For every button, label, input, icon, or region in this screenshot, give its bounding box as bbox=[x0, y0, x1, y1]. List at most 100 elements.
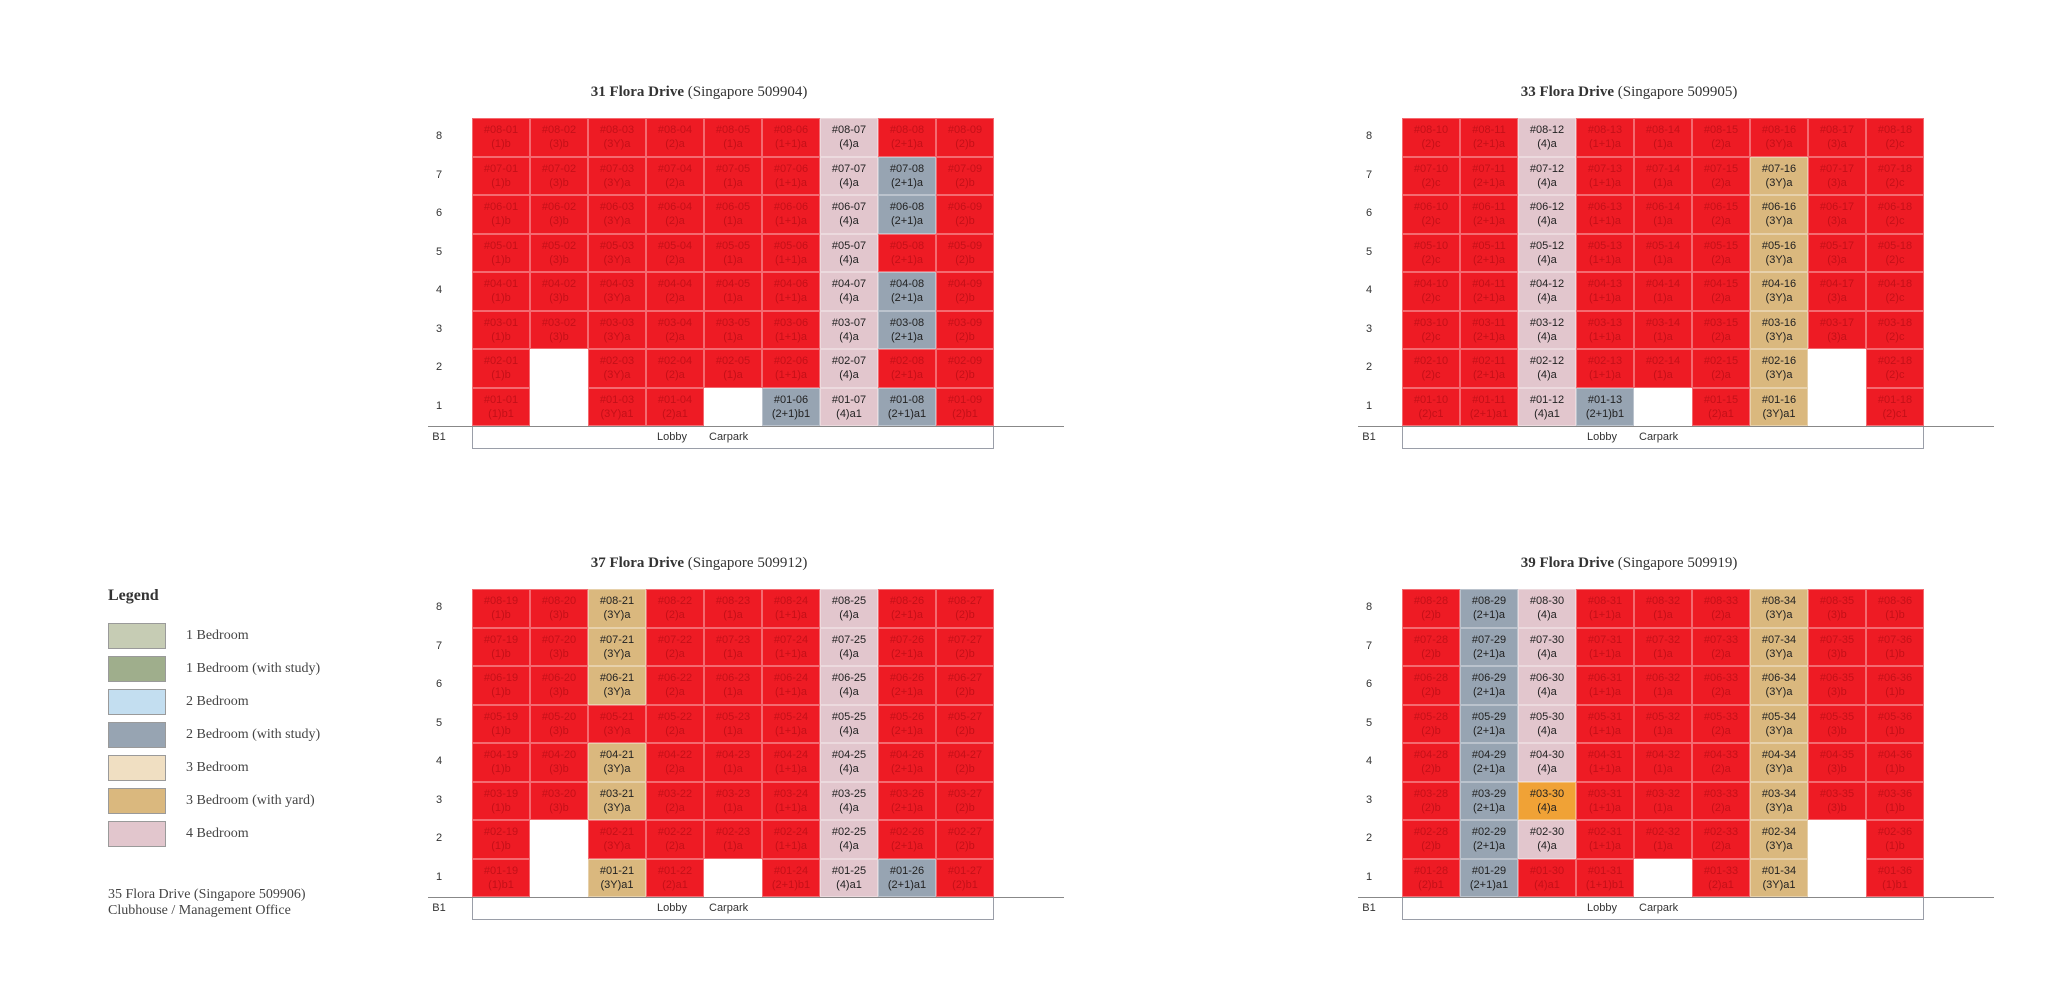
unit-available[interactable]: #05-16 (3Y)a bbox=[1750, 233, 1808, 272]
unit-available[interactable]: #01-25 (4)a1 bbox=[820, 858, 878, 897]
unit-available[interactable]: #05-07 (4)a bbox=[820, 233, 878, 272]
unit-available[interactable]: #08-29 (2+1)a bbox=[1460, 589, 1518, 628]
unit-sold: #08-11 (2+1)a bbox=[1460, 118, 1518, 157]
unit-available[interactable]: #04-25 (4)a bbox=[820, 743, 878, 782]
unit-available[interactable]: #04-08 (2+1)a bbox=[878, 272, 936, 311]
unit-available[interactable]: #02-25 (4)a bbox=[820, 820, 878, 859]
unit-available[interactable]: #02-12 (4)a bbox=[1518, 349, 1576, 388]
unit-available[interactable]: #06-34 (3Y)a bbox=[1750, 666, 1808, 705]
unit-available[interactable]: #03-21 (3Y)a bbox=[588, 781, 646, 820]
unit-available[interactable]: #06-16 (3Y)a bbox=[1750, 195, 1808, 234]
unit-number: #02-13 bbox=[1587, 355, 1623, 368]
unit-available[interactable]: #01-16 (3Y)a1 bbox=[1750, 387, 1808, 426]
unit-available[interactable]: #02-34 (3Y)a bbox=[1750, 820, 1808, 859]
unit-available[interactable]: #08-25 (4)a bbox=[820, 589, 878, 628]
unit-available[interactable]: #07-30 (4)a bbox=[1518, 627, 1576, 666]
unit-available[interactable]: #02-30 (4)a bbox=[1518, 820, 1576, 859]
unit-available[interactable]: #06-07 (4)a bbox=[820, 195, 878, 234]
unit-number: #07-23 bbox=[715, 633, 751, 646]
unit-available[interactable]: #03-12 (4)a bbox=[1518, 310, 1576, 349]
unit-available[interactable]: #05-25 (4)a bbox=[820, 704, 878, 743]
unit-sold: #03-13 (1+1)a bbox=[1576, 310, 1634, 349]
unit-available[interactable]: #08-07 (4)a bbox=[820, 118, 878, 157]
unit-type: (1)b bbox=[491, 686, 511, 699]
unit-type: (2)b bbox=[955, 176, 975, 189]
unit-sold: #02-31 (1+1)a bbox=[1576, 820, 1634, 859]
unit-type: (2)a bbox=[665, 724, 685, 737]
unit-available[interactable]: #01-06 (2+1)b1 bbox=[762, 387, 820, 426]
unit-available[interactable]: #04-16 (3Y)a bbox=[1750, 272, 1808, 311]
unit-type: (2+1)a bbox=[1472, 840, 1506, 853]
lobby-label: Lobby bbox=[657, 902, 687, 914]
unit-available[interactable]: #07-25 (4)a bbox=[820, 627, 878, 666]
unit-available[interactable]: #01-08 (2+1)a1 bbox=[878, 387, 936, 426]
unit-number: #05-30 bbox=[1529, 710, 1565, 723]
unit-available[interactable]: #07-12 (4)a bbox=[1518, 156, 1576, 195]
unit-available[interactable]: #06-30 (4)a bbox=[1518, 666, 1576, 705]
unit-type: (2+1)a1 bbox=[887, 878, 927, 891]
unit-available[interactable]: #01-29 (2+1)a1 bbox=[1460, 858, 1518, 897]
unit-available[interactable]: #05-12 (4)a bbox=[1518, 233, 1576, 272]
unit-available[interactable]: #02-16 (3Y)a bbox=[1750, 349, 1808, 388]
unit-available[interactable]: #03-16 (3Y)a bbox=[1750, 310, 1808, 349]
unit-available[interactable]: #04-29 (2+1)a bbox=[1460, 743, 1518, 782]
unit-type: (2)c bbox=[1885, 369, 1905, 382]
ground-line bbox=[1358, 897, 1994, 898]
unit-available[interactable]: #03-25 (4)a bbox=[820, 781, 878, 820]
unit-number: #04-07 bbox=[831, 278, 867, 291]
unit-available[interactable]: #06-08 (2+1)a bbox=[878, 195, 936, 234]
unit-sold: #01-19 (1)b1 bbox=[472, 858, 530, 897]
unit-number: #01-11 bbox=[1472, 393, 1506, 406]
unit-number: #05-32 bbox=[1645, 710, 1681, 723]
unit-type: (3Y)a bbox=[1765, 215, 1793, 228]
unit-available[interactable]: #06-12 (4)a bbox=[1518, 195, 1576, 234]
unit-available[interactable]: #07-29 (2+1)a bbox=[1460, 627, 1518, 666]
unit-available[interactable]: #03-34 (3Y)a bbox=[1750, 781, 1808, 820]
unit-available[interactable]: #07-07 (4)a bbox=[820, 156, 878, 195]
unit-available[interactable]: #01-34 (3Y)a1 bbox=[1750, 858, 1808, 897]
unit-available[interactable]: #08-12 (4)a bbox=[1518, 118, 1576, 157]
unit-available[interactable]: #04-34 (3Y)a bbox=[1750, 743, 1808, 782]
unit-type: (4)a1 bbox=[836, 878, 862, 891]
unit-available[interactable]: #07-16 (3Y)a bbox=[1750, 156, 1808, 195]
unit-available[interactable]: #05-29 (2+1)a bbox=[1460, 704, 1518, 743]
unit-available[interactable]: #03-29 (2+1)a bbox=[1460, 781, 1518, 820]
unit-available[interactable]: #01-21 (3Y)a1 bbox=[588, 858, 646, 897]
unit-type: (1)b bbox=[491, 369, 511, 382]
unit-available[interactable]: #04-21 (3Y)a bbox=[588, 743, 646, 782]
unit-available[interactable]: #01-12 (4)a1 bbox=[1518, 387, 1576, 426]
unit-available[interactable]: #05-30 (4)a bbox=[1518, 704, 1576, 743]
block-title: 39 Flora Drive (Singapore 509919) bbox=[1344, 555, 1914, 572]
unit-available[interactable]: #01-26 (2+1)a1 bbox=[878, 858, 936, 897]
unit-available[interactable]: #06-25 (4)a bbox=[820, 666, 878, 705]
unit-type: (1)a bbox=[723, 840, 743, 853]
unit-sold: #08-31 (1+1)a bbox=[1576, 589, 1634, 628]
unit-available[interactable]: #03-07 (4)a bbox=[820, 310, 878, 349]
unit-available[interactable]: #04-30 (4)a bbox=[1518, 743, 1576, 782]
unit-available[interactable]: #06-21 (3Y)a bbox=[588, 666, 646, 705]
unit-available[interactable]: #01-13 (2+1)b1 bbox=[1576, 387, 1634, 426]
floor-label: 3 bbox=[1365, 322, 1373, 335]
unit-available[interactable]: #01-07 (4)a1 bbox=[820, 387, 878, 426]
unit-available[interactable]: #07-34 (3Y)a bbox=[1750, 627, 1808, 666]
unit-available[interactable]: #08-34 (3Y)a bbox=[1750, 589, 1808, 628]
unit-number: #05-24 bbox=[773, 710, 809, 723]
unit-available[interactable]: #08-30 (4)a bbox=[1518, 589, 1576, 628]
unit-available[interactable]: #02-29 (2+1)a bbox=[1460, 820, 1518, 859]
unit-number: #05-34 bbox=[1761, 710, 1797, 723]
unit-type: (1)a bbox=[1653, 647, 1673, 660]
unit-available[interactable]: #03-30 (4)a bbox=[1518, 781, 1576, 820]
unit-available[interactable]: #08-21 (3Y)a bbox=[588, 589, 646, 628]
unit-number: #04-21 bbox=[599, 749, 635, 762]
unit-available[interactable]: #04-07 (4)a bbox=[820, 272, 878, 311]
unit-available[interactable]: #02-07 (4)a bbox=[820, 349, 878, 388]
unit-available[interactable]: #06-29 (2+1)a bbox=[1460, 666, 1518, 705]
unit-type: (1)a bbox=[723, 138, 743, 151]
unit-available[interactable]: #04-12 (4)a bbox=[1518, 272, 1576, 311]
unit-type: (2)a bbox=[1711, 215, 1731, 228]
unit-available[interactable]: #07-21 (3Y)a bbox=[588, 627, 646, 666]
unit-available[interactable]: #03-08 (2+1)a bbox=[878, 310, 936, 349]
unit-type: (2+1)a bbox=[890, 763, 924, 776]
unit-available[interactable]: #05-34 (3Y)a bbox=[1750, 704, 1808, 743]
unit-available[interactable]: #07-08 (2+1)a bbox=[878, 156, 936, 195]
